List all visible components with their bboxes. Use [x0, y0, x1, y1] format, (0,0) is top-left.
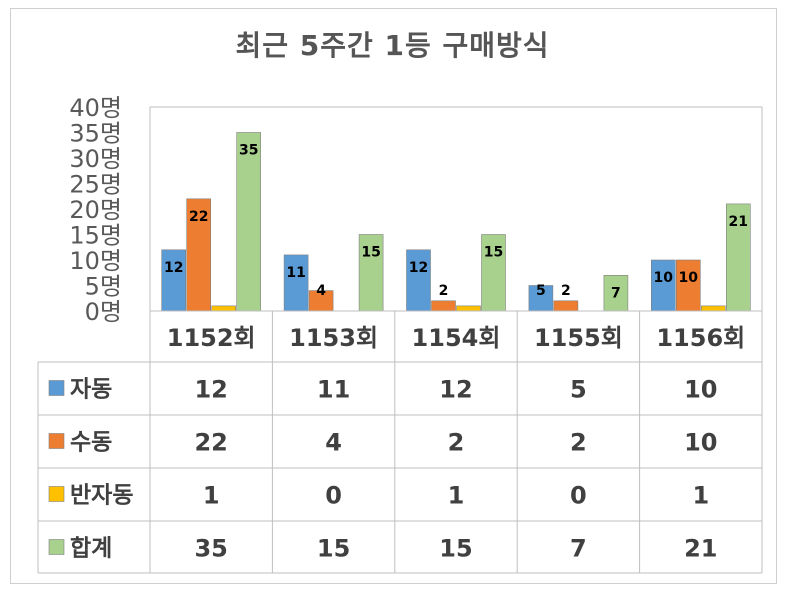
table-cell: 15: [317, 535, 350, 563]
table-cell: 1: [203, 482, 220, 510]
legend-key: [48, 433, 65, 449]
bar: [186, 198, 211, 312]
table-cell: 21: [684, 535, 717, 563]
bar: [603, 274, 629, 312]
bar: [528, 285, 554, 312]
bar: [161, 249, 186, 312]
bar: [725, 203, 751, 312]
series-name: 자동: [70, 377, 112, 403]
data-label: 11: [286, 265, 305, 281]
y-tick-label: 5명: [85, 273, 122, 301]
table-cell: 11: [317, 376, 350, 404]
data-label: 35: [239, 143, 258, 159]
table-cell: 12: [194, 376, 227, 404]
category-label: 1154회: [412, 324, 501, 352]
table-cell: 5: [570, 376, 587, 404]
table-cell: 2: [570, 429, 587, 457]
table-cell: 0: [570, 482, 587, 510]
series-name: 수동: [70, 430, 112, 456]
series-name: 합계: [70, 536, 112, 562]
legend-key: [48, 380, 65, 396]
data-label: 21: [729, 214, 748, 230]
table-cell: 7: [570, 535, 587, 563]
y-tick-label: 35명: [69, 120, 122, 148]
data-label: 7: [611, 285, 621, 301]
category-label: 1152회: [167, 324, 256, 352]
bar: [431, 300, 456, 312]
data-label: 2: [561, 283, 571, 299]
data-label: 5: [536, 283, 546, 299]
y-tick-label: 40명: [69, 94, 122, 122]
table-cell: 1: [692, 482, 709, 510]
table-cell: 35: [194, 535, 227, 563]
y-tick-label: 15명: [69, 222, 122, 250]
data-label: 4: [316, 283, 326, 299]
y-tick-label: 30명: [69, 145, 122, 173]
data-label: 12: [164, 260, 183, 276]
table-cell: 1: [448, 482, 465, 510]
series-name: 반자동: [70, 483, 133, 509]
table-cell: 0: [325, 482, 342, 510]
chart-frame: [10, 8, 777, 584]
bar: [650, 259, 676, 312]
chart-title: 최근 5주간 1등 구매방식: [235, 29, 550, 62]
y-tick-label: 25명: [69, 171, 122, 199]
data-label: 12: [409, 260, 428, 276]
y-tick-label: 0명: [85, 298, 122, 326]
table-cell: 4: [325, 429, 342, 457]
data-label: 10: [654, 270, 674, 286]
bar: [700, 305, 726, 312]
data-label: 15: [361, 245, 380, 261]
data-label: 15: [484, 245, 503, 261]
table-cell: 10: [684, 376, 717, 404]
table-cell: 10: [684, 429, 717, 457]
table-cell: 12: [439, 376, 472, 404]
bar: [211, 305, 236, 312]
legend-key: [48, 486, 65, 502]
bar: [236, 132, 261, 312]
data-label: 22: [189, 209, 208, 225]
bar: [481, 234, 506, 312]
bar: [283, 254, 309, 312]
legend-key: [48, 539, 65, 555]
category-label: 1156회: [656, 324, 745, 352]
data-label: 2: [439, 283, 449, 299]
category-label: 1153회: [289, 324, 378, 352]
bar: [553, 300, 579, 312]
y-tick-label: 10명: [69, 247, 122, 275]
table-cell: 2: [448, 429, 465, 457]
category-label: 1155회: [534, 324, 623, 352]
bar: [456, 305, 481, 312]
table-cell: 15: [439, 535, 472, 563]
data-label: 10: [679, 270, 699, 286]
y-tick-label: 20명: [69, 196, 122, 224]
table-cell: 22: [194, 429, 227, 457]
